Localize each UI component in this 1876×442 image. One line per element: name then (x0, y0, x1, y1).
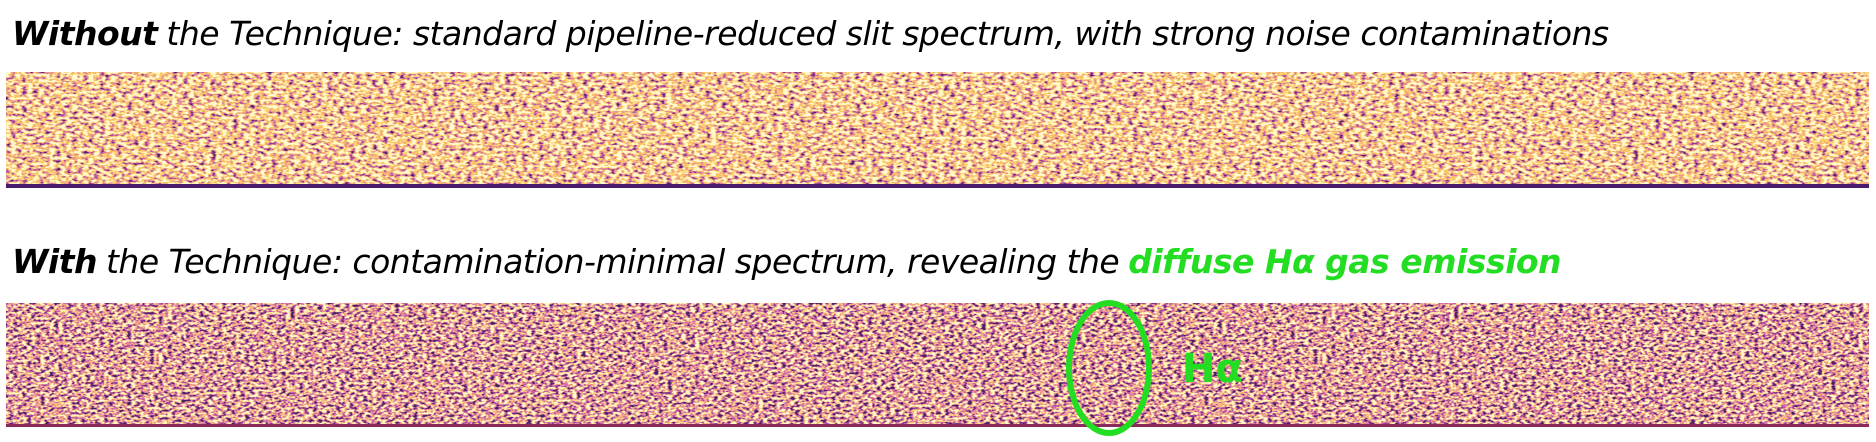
caption-highlight: diffuse Hα gas emission (1128, 242, 1562, 281)
caption-text: the Technique: contamination-minimal spe… (105, 242, 1120, 281)
caption-with: With the Technique: contamination-minimal… (12, 242, 1562, 281)
spectrum-edge (6, 424, 1869, 427)
caption-text: the Technique: standard pipeline-reduced… (166, 14, 1609, 53)
spectrum-with (6, 303, 1869, 425)
spectrum-edge (6, 184, 1869, 188)
spectrum-without (6, 72, 1869, 186)
halpha-marker (1066, 300, 1152, 436)
caption-lead: With (12, 242, 97, 281)
caption-without: Without the Technique: standard pipeline-… (12, 14, 1609, 53)
caption-lead: Without (12, 14, 158, 53)
halpha-label: Hα (1182, 346, 1243, 392)
